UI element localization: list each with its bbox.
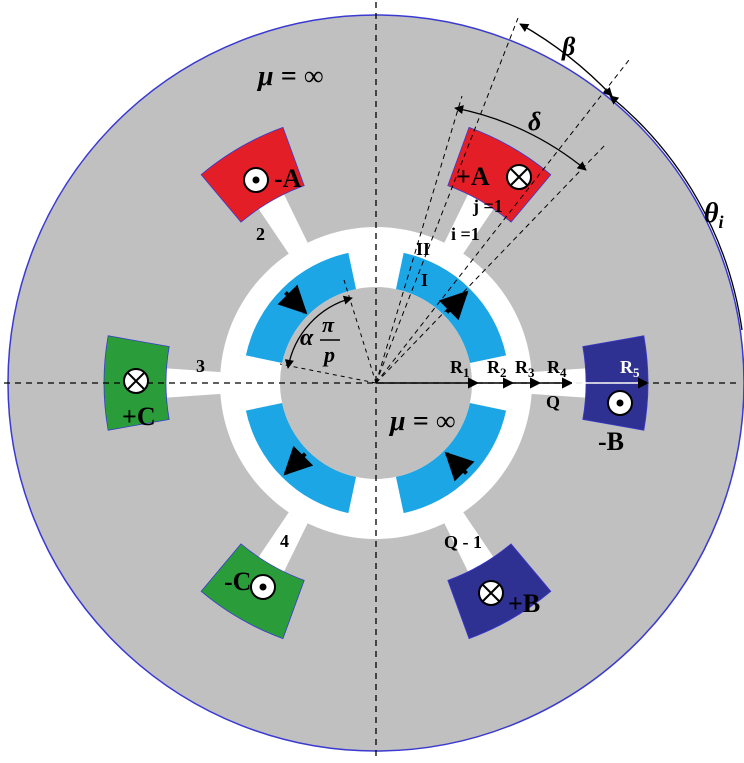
alpha-label: α [300, 325, 314, 351]
p-label: p [322, 342, 335, 367]
magnetization-arrow [438, 290, 469, 321]
dot-circle-icon [607, 390, 633, 416]
coil-label-plus-a: +A [456, 162, 490, 191]
theta-label: θi [704, 198, 724, 232]
i-label: i =1 [451, 224, 480, 244]
r5-subscript: 5 [633, 365, 640, 380]
slot-4-label: 4 [280, 531, 289, 551]
r1-subscript: 1 [463, 365, 470, 380]
magnetization-arrows [277, 284, 475, 482]
region-ii-label: II [416, 239, 430, 259]
r5-label: R5 [620, 357, 640, 380]
delta-label: δ [528, 107, 541, 136]
slot-opening [441, 189, 497, 259]
beta-label: β [561, 32, 576, 61]
beta-left-line [375, 17, 519, 384]
slot-q-label: Q [546, 392, 560, 412]
coil-label-plus-b: +B [508, 589, 540, 618]
region-i-label: I [421, 270, 428, 290]
mu-center-label: μ = ∞ [388, 406, 456, 437]
cross-circle-icon [506, 164, 532, 190]
r4-subscript: 4 [560, 365, 567, 380]
j-label: j =1 [472, 196, 503, 216]
coil-label-minus-a: -A [274, 164, 302, 193]
coil-label-plus-c: +C [122, 402, 156, 431]
slot-q1-label: Q - 1 [444, 532, 482, 552]
r4-label: R4 [547, 357, 567, 380]
r2-label: R2 [487, 357, 507, 380]
r1-label: R1 [450, 357, 470, 380]
slot-opening [441, 507, 497, 577]
r3-label: R3 [515, 357, 535, 380]
mu-top-label: μ = ∞ [256, 61, 324, 92]
pi-label: π [322, 312, 335, 337]
theta-arc [609, 95, 743, 331]
slot-3-label: 3 [196, 356, 205, 376]
dot-circle-icon [250, 574, 276, 600]
cross-circle-icon [478, 580, 504, 606]
magnetization-arrow [283, 445, 314, 476]
slot-opening [255, 189, 311, 259]
alpha-arc [284, 295, 353, 369]
delta-arc [454, 105, 587, 171]
coil-label-minus-b: -B [598, 427, 624, 456]
delta-right-line [375, 143, 607, 384]
dot-circle-icon [243, 167, 269, 193]
magnetization-arrow [277, 284, 308, 315]
beta-arc [519, 23, 613, 97]
slot-opening [255, 507, 311, 577]
r2-subscript: 2 [500, 365, 507, 380]
magnetization-arrow [444, 451, 475, 482]
delta-left-line [375, 95, 463, 384]
cross-circle-icon [123, 368, 149, 394]
coil-label-minus-c: -C [224, 567, 251, 596]
r3-subscript: 3 [528, 365, 535, 380]
slot-2-label: 2 [256, 224, 265, 244]
theta-subscript: i [719, 212, 724, 232]
